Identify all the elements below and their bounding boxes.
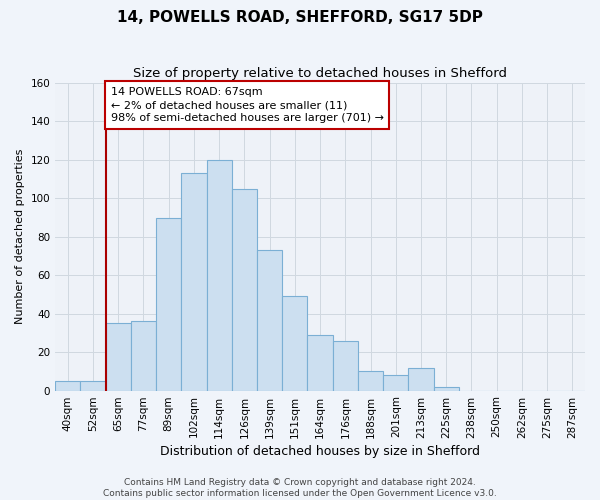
Bar <box>131 322 156 390</box>
Text: 14, POWELLS ROAD, SHEFFORD, SG17 5DP: 14, POWELLS ROAD, SHEFFORD, SG17 5DP <box>117 10 483 25</box>
Bar <box>206 160 232 390</box>
Bar <box>232 189 257 390</box>
Bar <box>80 381 106 390</box>
Y-axis label: Number of detached properties: Number of detached properties <box>15 149 25 324</box>
Bar <box>383 375 409 390</box>
Text: Contains HM Land Registry data © Crown copyright and database right 2024.
Contai: Contains HM Land Registry data © Crown c… <box>103 478 497 498</box>
X-axis label: Distribution of detached houses by size in Shefford: Distribution of detached houses by size … <box>160 444 480 458</box>
Bar <box>106 324 131 390</box>
Text: 14 POWELLS ROAD: 67sqm
← 2% of detached houses are smaller (11)
98% of semi-deta: 14 POWELLS ROAD: 67sqm ← 2% of detached … <box>110 87 383 124</box>
Bar <box>307 335 332 390</box>
Bar <box>282 296 307 390</box>
Bar <box>257 250 282 390</box>
Bar <box>332 340 358 390</box>
Bar <box>409 368 434 390</box>
Bar <box>181 174 206 390</box>
Title: Size of property relative to detached houses in Shefford: Size of property relative to detached ho… <box>133 68 507 80</box>
Bar <box>434 386 459 390</box>
Bar <box>156 218 181 390</box>
Bar <box>55 381 80 390</box>
Bar <box>358 372 383 390</box>
